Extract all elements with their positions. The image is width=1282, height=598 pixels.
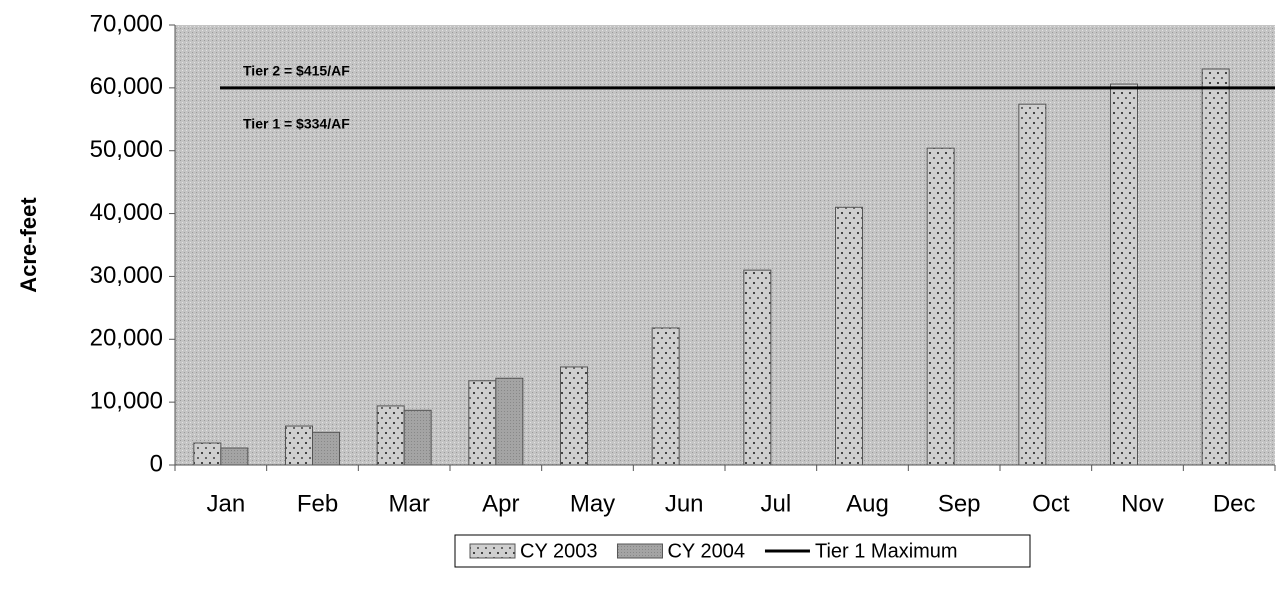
bar [1201,68,1230,466]
x-tick-label: May [570,490,615,517]
y-axis-label: Acre-feet [16,197,41,293]
bar [1110,83,1138,466]
x-tick-label: Mar [388,490,429,517]
x-tick-label: Feb [297,490,338,517]
bar [560,366,588,466]
x-tick-label: Apr [482,490,519,517]
bar [835,206,863,466]
y-tick-label: 60,000 [90,73,163,100]
legend-label: CY 2003 [520,540,597,562]
bar [468,380,497,466]
annotation: Tier 1 = $334/AF [243,116,350,132]
y-tick-label: 40,000 [90,199,163,226]
y-tick-label: 0 [150,450,163,477]
x-tick-label: Jan [206,490,245,517]
bar [495,377,524,466]
bar [193,442,222,466]
bar [220,447,249,466]
legend-label: Tier 1 Maximum [815,540,958,562]
plot-area [175,25,1275,465]
y-tick-label: 50,000 [90,136,163,163]
y-tick-label: 20,000 [90,325,163,352]
legend-swatch [616,543,663,559]
annotation: Tier 2 = $415/AF [243,63,350,79]
y-tick-label: 10,000 [90,387,163,414]
x-tick-label: Nov [1121,490,1164,517]
bar [312,431,340,466]
x-tick-label: Dec [1213,490,1256,517]
x-tick-label: Jun [665,490,704,517]
bar [285,425,313,466]
bar [403,409,432,466]
x-tick-label: Oct [1032,490,1070,517]
legend-box [454,534,1031,568]
bar [743,269,772,466]
x-tick-label: Aug [846,490,889,517]
x-tick-label: Sep [938,490,981,517]
y-tick-label: 30,000 [90,262,163,289]
y-tick-label: 70,000 [90,10,163,37]
bar [651,327,680,466]
legend-label: CY 2004 [667,540,744,562]
bar [376,405,405,466]
bar [926,147,955,466]
legend-swatch [469,543,516,559]
x-tick-label: Jul [760,490,791,517]
bar [1018,103,1047,466]
